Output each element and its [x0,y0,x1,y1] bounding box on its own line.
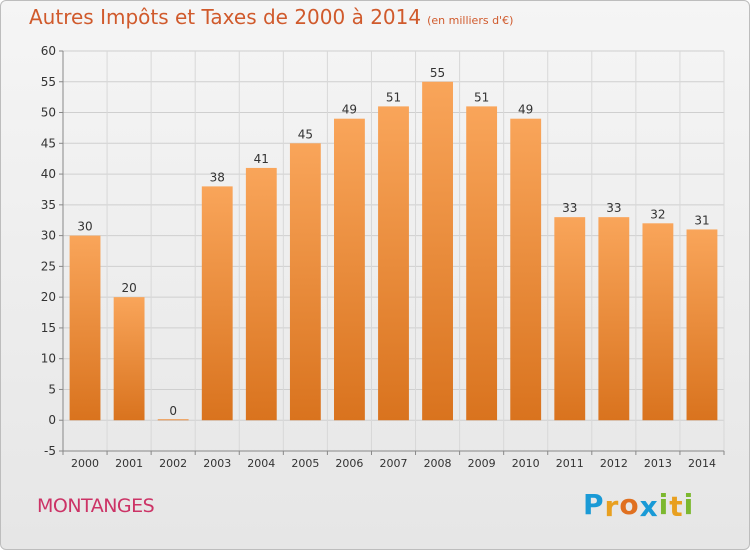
y-tick-label: 0 [48,413,56,427]
bar-2001 [114,297,145,420]
logo-letter: i [659,488,670,521]
x-tick-label: 2012 [600,457,628,470]
data-label: 33 [606,201,621,215]
bar-2003 [202,186,233,420]
y-tick-label: 50 [41,106,56,120]
proxiti-logo: Proxiti [583,488,694,521]
data-label: 30 [77,220,92,234]
x-tick-label: 2005 [291,457,319,470]
x-tick-label: 2002 [159,457,187,470]
data-label: 49 [342,103,357,117]
logo-letter: i [684,488,695,521]
bar-2009 [466,106,497,420]
bars [70,82,718,420]
bar-2014 [687,229,718,420]
bar-2010 [510,119,541,421]
y-tick-label: 55 [41,75,56,89]
logo-letter: x [640,490,659,523]
x-tick-label: 2004 [247,457,275,470]
bar-2008 [422,82,453,420]
data-label: 45 [298,127,313,141]
x-tick-label: 2013 [644,457,672,470]
bar-2007 [378,106,409,420]
x-tick-label: 2011 [556,457,584,470]
data-label: 38 [210,170,225,184]
x-tick-label: 2003 [203,457,231,470]
data-label: 33 [562,201,577,215]
bar-2005 [290,143,321,420]
data-label: 41 [254,152,269,166]
y-tick-label: 45 [41,136,56,150]
y-tick-label: 20 [41,290,56,304]
y-tick-label: 5 [48,382,56,396]
y-tick-label: 35 [41,198,56,212]
data-label: 55 [430,66,445,80]
x-tick-label: 2009 [468,457,496,470]
data-label: 20 [121,281,136,295]
y-tick-label: 25 [41,259,56,273]
logo-letter: t [669,490,683,523]
bar-2012 [598,217,629,420]
data-label: 31 [694,213,709,227]
data-label: 32 [650,207,665,221]
y-tick-label: 30 [41,229,56,243]
bar-2002 [158,419,189,420]
bar-2011 [554,217,585,420]
commune-name: MONTANGES [37,495,154,517]
x-tick-label: 2000 [71,457,99,470]
logo-letter: r [605,490,620,523]
y-tick-label: 60 [41,44,56,58]
x-tick-label: 2014 [688,457,716,470]
data-label: 49 [518,103,533,117]
bar-2000 [70,236,101,421]
bar-2004 [246,168,277,420]
bar-2013 [642,223,673,420]
x-tick-label: 2001 [115,457,143,470]
logo-letter: o [619,488,639,521]
x-tick-label: 2010 [512,457,540,470]
y-tick-label: 10 [41,352,56,366]
x-tick-label: 2008 [424,457,452,470]
data-label: 0 [169,404,177,418]
bar-2006 [334,119,365,421]
data-label: 51 [386,90,401,104]
logo-letter: P [583,488,605,521]
x-tick-label: 2007 [380,457,408,470]
y-tick-label: 40 [41,167,56,181]
x-tick-label: 2006 [335,457,363,470]
y-tick-label: -5 [44,444,56,458]
data-label: 51 [474,90,489,104]
y-tick-label: 15 [41,321,56,335]
